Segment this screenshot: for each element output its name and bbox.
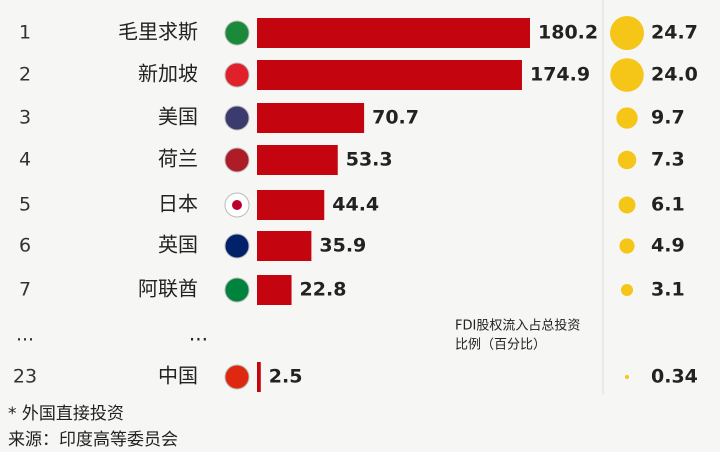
category: 英国 bbox=[158, 233, 198, 257]
flag bbox=[224, 364, 250, 390]
share-bubble bbox=[610, 58, 644, 92]
category: ... bbox=[189, 322, 208, 346]
bar bbox=[257, 275, 292, 305]
value-label: 70.7 bbox=[372, 107, 419, 129]
share-bubble bbox=[619, 238, 635, 254]
rank: 7 bbox=[19, 279, 31, 301]
bar bbox=[257, 231, 312, 261]
footnote: 来源：印度高等委员会 bbox=[8, 430, 178, 450]
flag bbox=[224, 277, 250, 303]
value-label: 53.3 bbox=[346, 149, 393, 171]
bar bbox=[257, 145, 338, 175]
flag bbox=[224, 62, 250, 88]
flag bbox=[224, 20, 250, 46]
share-bubble bbox=[616, 107, 638, 129]
rank: 3 bbox=[19, 107, 31, 129]
rank: 2 bbox=[19, 64, 31, 86]
share-bubble bbox=[620, 283, 634, 297]
share-bubble bbox=[617, 150, 637, 170]
flag bbox=[224, 233, 250, 259]
share-label: 0.34 bbox=[651, 366, 698, 388]
share-label: 6.1 bbox=[651, 194, 685, 216]
category: 荷兰 bbox=[158, 147, 198, 171]
category: 美国 bbox=[158, 105, 198, 129]
rank: 5 bbox=[19, 194, 31, 216]
category: 阿联酋 bbox=[138, 277, 198, 301]
share-bubble bbox=[625, 375, 629, 379]
share-bubble bbox=[618, 196, 636, 214]
rank: 23 bbox=[13, 366, 37, 388]
flag bbox=[224, 105, 250, 131]
share-label: 9.7 bbox=[651, 107, 685, 129]
value-label: 44.4 bbox=[332, 194, 379, 216]
share-label: 4.9 bbox=[651, 235, 685, 257]
category: 中国 bbox=[158, 364, 198, 388]
share-label: 比例（百分比） bbox=[455, 338, 546, 353]
bar bbox=[257, 18, 530, 48]
flag bbox=[224, 147, 250, 173]
rank: ... bbox=[16, 324, 34, 346]
category: 日本 bbox=[158, 192, 198, 216]
rank: 1 bbox=[19, 22, 31, 44]
value-label: 35.9 bbox=[319, 235, 366, 257]
bar bbox=[257, 190, 325, 220]
value-label: 180.2 bbox=[538, 22, 598, 44]
value-label: 2.5 bbox=[269, 366, 303, 388]
share-label: 3.1 bbox=[651, 279, 685, 301]
rank: 4 bbox=[19, 149, 31, 171]
rank: 6 bbox=[19, 235, 31, 257]
value-label: 22.8 bbox=[300, 279, 347, 301]
category: 毛里求斯 bbox=[118, 20, 198, 44]
share-label: 24.7 bbox=[651, 22, 698, 44]
share-bubble bbox=[610, 16, 644, 50]
bar bbox=[257, 362, 261, 392]
bar bbox=[257, 60, 522, 90]
value-label: 174.9 bbox=[530, 64, 590, 86]
footnote: * 外国直接投资 bbox=[8, 404, 124, 424]
share-label: 7.3 bbox=[651, 149, 685, 171]
bar bbox=[257, 103, 365, 133]
category: 新加坡 bbox=[138, 62, 198, 86]
flag-dot bbox=[232, 200, 242, 210]
share-label: FDI股权流入占总投资 bbox=[455, 318, 580, 334]
share-label: 24.0 bbox=[651, 64, 698, 86]
